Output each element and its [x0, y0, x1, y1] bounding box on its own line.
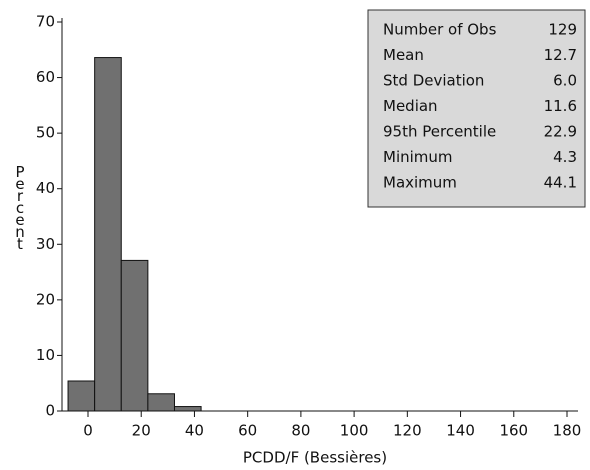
y-tick-label: 40 — [36, 179, 55, 197]
x-axis-label: PCDD/F (Bessières) — [243, 449, 387, 467]
bar — [147, 393, 175, 412]
y-tick-label: 0 — [45, 402, 55, 420]
x-tick-label: 120 — [393, 422, 422, 440]
stat-label: Minimum — [383, 148, 453, 166]
y-tick-label: 10 — [36, 346, 55, 364]
stat-label: 95th Percentile — [383, 123, 496, 141]
stat-value: 4.3 — [553, 148, 577, 166]
x-tick-label: 160 — [499, 422, 528, 440]
y-tick-label: 60 — [36, 68, 55, 86]
x-tick-label: 100 — [340, 422, 369, 440]
x-tick-label: 20 — [132, 422, 151, 440]
stat-label: Std Deviation — [383, 72, 484, 90]
y-tick-label: 20 — [36, 290, 55, 308]
bar — [173, 406, 202, 412]
y-tick-label: 30 — [36, 235, 55, 253]
stat-label: Maximum — [383, 174, 457, 192]
x-tick-label: 60 — [238, 422, 257, 440]
x-tick-label: 180 — [553, 422, 582, 440]
stat-label: Mean — [383, 46, 424, 64]
stat-value: 11.6 — [544, 97, 577, 115]
stat-value: 6.0 — [553, 72, 577, 90]
y-tick-label: 50 — [36, 124, 55, 142]
bar — [67, 380, 96, 412]
stat-value: 129 — [548, 21, 577, 39]
x-tick-label: 140 — [446, 422, 475, 440]
stat-label: Number of Obs — [383, 21, 497, 39]
stat-value: 44.1 — [544, 174, 577, 192]
stats-box — [367, 9, 586, 208]
x-tick-label: 40 — [185, 422, 204, 440]
x-tick-label: 0 — [83, 422, 93, 440]
stat-value: 12.7 — [544, 46, 577, 64]
bar — [94, 57, 122, 412]
bar — [120, 259, 149, 412]
stat-value: 22.9 — [544, 123, 577, 141]
x-tick-label: 80 — [291, 422, 310, 440]
y-tick-label: 70 — [36, 13, 55, 31]
stat-label: Median — [383, 97, 438, 115]
